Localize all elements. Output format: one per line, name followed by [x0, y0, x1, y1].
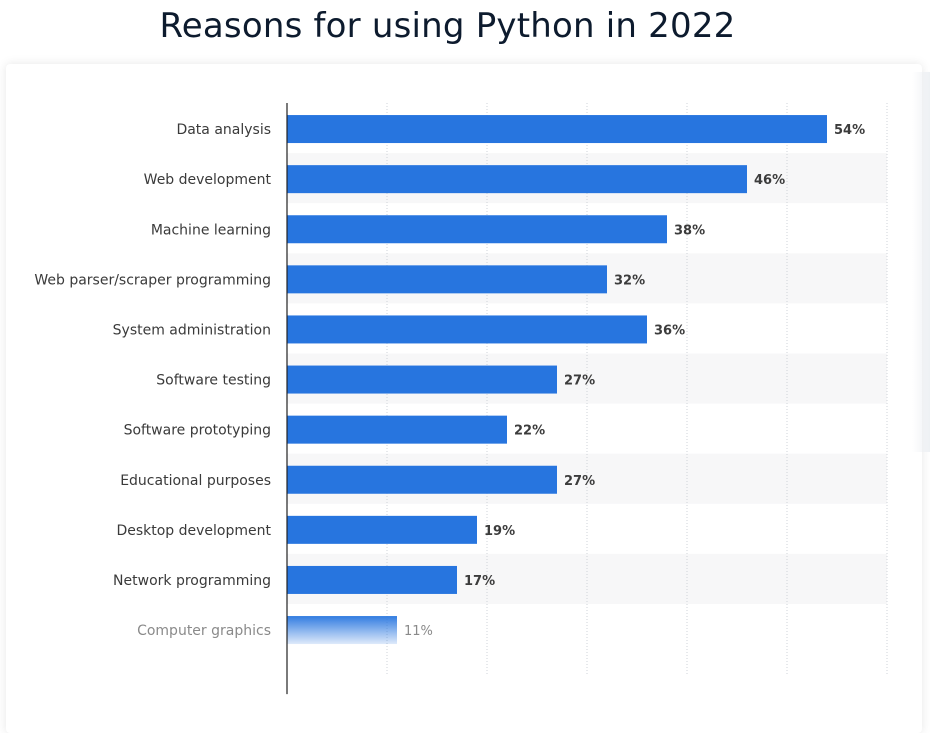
bar	[287, 616, 397, 645]
value-label: 27%	[564, 474, 595, 489]
category-label: Machine learning	[151, 222, 271, 238]
category-label: Web parser/scraper programming	[34, 272, 271, 288]
right-edge-shadow	[912, 72, 930, 452]
value-labels: 54% 46% 38% 32% 36% 27% 22% 27% 19% 17% 11%	[404, 123, 865, 639]
bar	[287, 265, 607, 294]
bar	[287, 215, 667, 244]
bar	[287, 365, 557, 394]
bar	[287, 465, 557, 494]
bar	[287, 165, 747, 194]
category-label: System administration	[113, 322, 271, 338]
value-label: 38%	[674, 223, 705, 238]
category-label: Software testing	[156, 373, 271, 389]
bar	[287, 515, 477, 544]
value-label: 27%	[564, 374, 595, 389]
value-label: 46%	[754, 173, 785, 188]
category-label: Network programming	[113, 573, 271, 589]
value-label: 54%	[834, 123, 865, 138]
value-label: 36%	[654, 323, 685, 338]
value-label: 32%	[614, 273, 645, 288]
category-label: Software prototyping	[124, 423, 271, 439]
value-label: 22%	[514, 424, 545, 439]
category-labels: Data analysis Web development Machine lear…	[34, 122, 271, 639]
bar	[287, 115, 827, 144]
page-title: Reasons for using Python in 2022	[159, 6, 736, 46]
bar	[287, 415, 507, 444]
value-label: 19%	[484, 524, 515, 539]
bars	[287, 115, 827, 645]
bar	[287, 565, 457, 594]
category-label: Web development	[144, 172, 272, 188]
category-label: Data analysis	[176, 122, 271, 138]
bar	[287, 315, 647, 344]
category-label: Computer graphics	[137, 623, 271, 639]
category-label: Desktop development	[116, 523, 271, 539]
value-label: 11%	[404, 624, 433, 639]
value-label: 17%	[464, 574, 495, 589]
category-label: Educational purposes	[120, 473, 271, 489]
